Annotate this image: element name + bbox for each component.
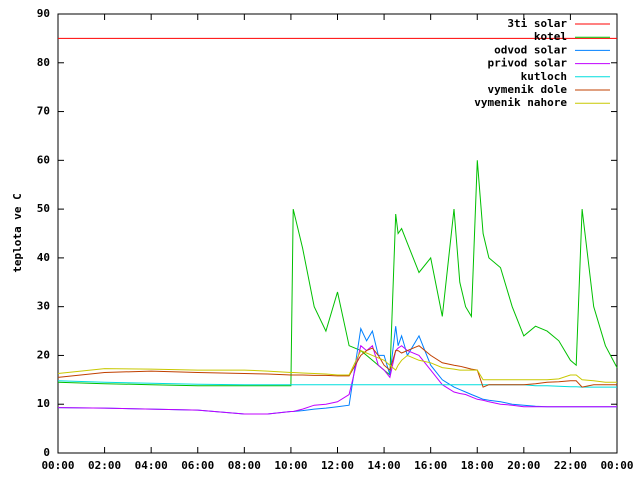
x-tick-label: 20:00	[507, 459, 540, 472]
x-tick-label: 14:00	[368, 459, 401, 472]
y-tick-label: 80	[37, 56, 50, 69]
y-tick-label: 70	[37, 105, 50, 118]
x-tick-label: 18:00	[461, 459, 494, 472]
x-tick-label: 16:00	[414, 459, 447, 472]
x-tick-label: 12:00	[321, 459, 354, 472]
legend-label: vymenik nahore	[474, 96, 567, 109]
x-tick-label: 08:00	[228, 459, 261, 472]
series-line	[57, 345, 617, 388]
y-tick-label: 30	[37, 300, 50, 313]
x-tick-label: 02:00	[88, 459, 121, 472]
y-tick-label: 40	[37, 251, 50, 264]
y-tick-label: 90	[37, 7, 50, 20]
x-tick-label: 04:00	[135, 459, 168, 472]
legend-label: privod solar	[488, 57, 568, 70]
legend-label: kotel	[534, 30, 567, 43]
x-tick-label: 06:00	[181, 459, 214, 472]
legend-label: 3ti solar	[507, 17, 567, 30]
legend-label: vymenik dole	[488, 83, 568, 96]
y-tick-label: 50	[37, 202, 50, 215]
y-tick-label: 20	[37, 348, 50, 361]
series-line	[57, 380, 617, 388]
x-tick-label: 00:00	[41, 459, 74, 472]
legend-label: kutloch	[521, 70, 567, 83]
y-tick-label: 60	[37, 153, 50, 166]
series-line	[57, 160, 618, 387]
series-line	[57, 349, 617, 383]
y-tick-label: 10	[37, 397, 50, 410]
x-tick-label: 00:00	[600, 459, 633, 472]
y-tick-label: 0	[43, 446, 50, 459]
legend-label: odvod solar	[494, 43, 567, 56]
y-axis-label: teplota ve C	[11, 193, 24, 272]
x-tick-label: 10:00	[274, 459, 307, 472]
x-tick-label: 22:00	[554, 459, 587, 472]
